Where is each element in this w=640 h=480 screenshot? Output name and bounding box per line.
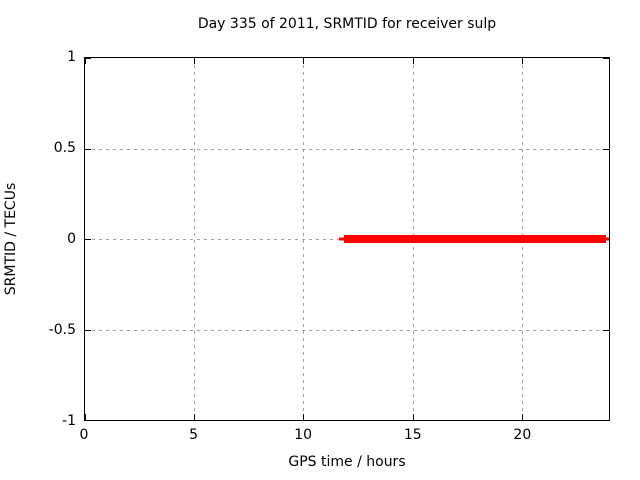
y-tick-mark-right (603, 58, 609, 59)
y-tick-mark-right (603, 420, 609, 421)
y-tick-mark-right (603, 148, 609, 150)
x-tick-mark-top (412, 58, 414, 64)
x-tick-label: 20 (513, 427, 532, 443)
y-tick-label: 0 (67, 231, 76, 247)
y-tick-label: -1 (62, 413, 76, 429)
x-tick-mark-top (303, 58, 305, 64)
x-tick-mark-top (521, 58, 523, 64)
x-axis-label: GPS time / hours (288, 454, 406, 470)
y-tick-labels: 1 0.5 0 -0.5 -1 (0, 49, 76, 429)
chart-title: Day 335 of 2011, SRMTID for receiver sul… (197, 16, 497, 32)
y-tick-label: -0.5 (48, 322, 76, 338)
x-tick-label: 0 (79, 427, 89, 443)
x-tick-mark-bottom (303, 414, 305, 420)
x-tick-label: 5 (189, 427, 199, 443)
y-tick-mark-left (85, 148, 91, 150)
x-tick-label: 10 (294, 427, 313, 443)
grid-line-horizontal (85, 148, 609, 150)
y-tick-label: 0.5 (53, 140, 76, 156)
x-tick-mark-bottom (412, 414, 414, 420)
plot-area (84, 57, 610, 421)
series-line-core (343, 235, 607, 243)
x-tick-mark-bottom (85, 414, 86, 420)
x-tick-mark-top (85, 58, 86, 64)
y-tick-label: 1 (67, 49, 76, 65)
x-tick-labels: 0 5 10 15 20 (80, 427, 610, 445)
grid-line-horizontal (85, 329, 609, 331)
y-tick-mark-left (85, 58, 91, 59)
y-tick-mark-left (85, 420, 91, 421)
y-tick-mark-right (603, 329, 609, 331)
y-tick-mark-left (85, 239, 91, 240)
x-tick-label: 15 (403, 427, 422, 443)
x-tick-mark-bottom (194, 414, 196, 420)
y-tick-mark-left (85, 329, 91, 331)
x-tick-mark-bottom (521, 414, 523, 420)
x-tick-mark-top (194, 58, 196, 64)
